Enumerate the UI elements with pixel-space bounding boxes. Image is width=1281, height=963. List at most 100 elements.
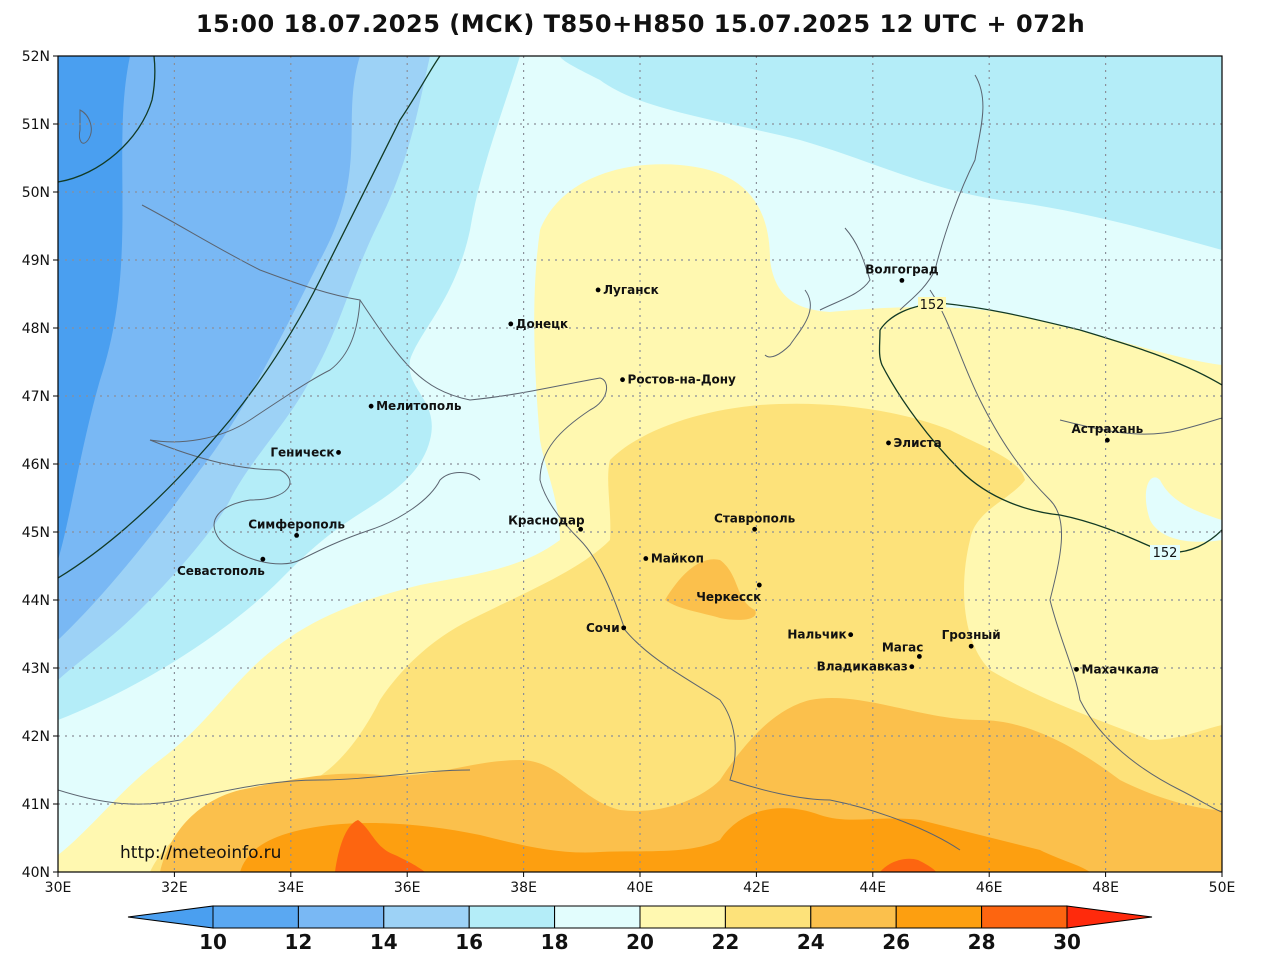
y-tick-label: 43N (22, 661, 50, 677)
city-dot (643, 556, 649, 561)
city-label: Мелитополь (376, 399, 462, 413)
y-tick-label: 47N (22, 389, 50, 405)
city-label: Волгоград (865, 262, 939, 276)
city-label: Элиста (894, 436, 942, 450)
colorbar-bin (895, 905, 983, 929)
colorbar-bin (468, 905, 556, 929)
city-dot (886, 440, 891, 446)
colorbar-label: 12 (284, 930, 312, 954)
colorbar-label: 28 (968, 930, 996, 954)
colorbar-bin (810, 905, 897, 929)
colorbar-bin (212, 905, 299, 929)
city-label: Краснодар (508, 513, 585, 527)
y-tick-label: 50N (22, 185, 50, 201)
field-28-30 (335, 820, 425, 872)
city-dot (1074, 666, 1079, 672)
city-label: Севастополь (177, 564, 265, 578)
city-markers: Луганск Донецк Ростов-на-Дону Мелитополь Ген… (177, 262, 1159, 676)
colorbar-label: 22 (711, 930, 739, 954)
y-tick-label: 40N (22, 865, 50, 881)
colorbar-bin (981, 905, 1068, 929)
y-tick-label: 45N (22, 525, 50, 541)
city-dot (595, 287, 601, 293)
city-label: Владикавказ (817, 660, 908, 674)
y-tick-label: 44N (22, 593, 50, 609)
colorbar-label: 24 (797, 930, 825, 954)
watermark: http://meteoinfo.ru (120, 843, 281, 863)
city-dot (621, 625, 627, 631)
city-label: Астрахань (1071, 422, 1143, 436)
isoline-label: 152 (1153, 546, 1178, 561)
city-label: Магас (882, 640, 924, 654)
city-label: Симферополь (248, 517, 345, 531)
y-tick-label: 49N (22, 253, 50, 269)
city-dot (848, 632, 854, 638)
map-frame (57, 55, 1223, 873)
city-dot (620, 377, 625, 383)
x-tick-label: 44E (859, 880, 886, 896)
city-dot (909, 664, 915, 670)
colorbar-bin (297, 905, 385, 929)
y-tick-label: 52N (22, 49, 50, 65)
field-28-30-east (880, 858, 936, 872)
x-tick-label: 48E (1092, 880, 1119, 896)
isoline-label-bg-1 (918, 297, 946, 311)
city-label: Черкесск (696, 590, 761, 604)
city-dot (899, 278, 905, 283)
colorbar: 10 12 14 16 18 20 22 24 26 28 30 (127, 905, 1153, 954)
colorbar-bin (639, 905, 726, 929)
colorbar-arrow-high (1066, 905, 1153, 929)
colorbar-bin (554, 905, 641, 929)
x-tick-label: 36E (394, 880, 421, 896)
x-tick-label: 30E (45, 880, 72, 896)
city-dot (968, 643, 974, 649)
colorbar-label: 10 (199, 930, 227, 954)
city-dot (294, 533, 300, 538)
city-label: Грозный (942, 628, 1001, 642)
city-dot (916, 654, 922, 659)
colorbar-bin (383, 905, 470, 929)
isoline-label: 152 (920, 298, 945, 313)
city-label: Нальчик (787, 628, 846, 642)
city-label: Донецк (516, 317, 568, 331)
y-tick-label: 48N (22, 321, 50, 337)
city-dot (368, 403, 374, 409)
colorbar-label: 16 (455, 930, 483, 954)
field-24-26-cherkessk (665, 559, 756, 620)
colorbar-bin (724, 905, 812, 929)
x-tick-label: 32E (161, 880, 188, 896)
x-tick-label: 50E (1209, 880, 1236, 896)
x-tick-label: 46E (976, 880, 1003, 896)
city-label: Луганск (603, 283, 659, 297)
city-dot (508, 321, 514, 327)
graticule (58, 56, 1222, 872)
y-tick-label: 42N (22, 729, 50, 745)
city-dot (1104, 437, 1110, 443)
coastlines (58, 74, 1222, 851)
city-label: Махачкала (1082, 662, 1159, 676)
city-label: Ростов-на-Дону (628, 373, 737, 387)
x-tick-label: 38E (510, 880, 537, 896)
colorbar-label: 26 (882, 930, 910, 954)
chart-title: 15:00 18.07.2025 (МСК) T850+H850 15.07.2… (195, 10, 1086, 38)
y-tick-label: 51N (22, 117, 50, 133)
city-dot (578, 526, 584, 532)
colorbar-label: 20 (626, 930, 654, 954)
colorbar-label: 30 (1053, 930, 1081, 954)
temperature-fields (58, 56, 1222, 872)
city-label: Майкоп (651, 552, 704, 566)
x-tick-label: 42E (743, 880, 770, 896)
city-dot (336, 450, 341, 455)
x-tick-label: 40E (627, 880, 654, 896)
city-label: Геническ (270, 445, 334, 459)
y-tick-label: 46N (22, 457, 50, 473)
city-dot (752, 526, 758, 532)
x-tick-label: 34E (277, 880, 304, 896)
colorbar-label: 18 (541, 930, 569, 954)
city-label: Сочи (586, 621, 620, 635)
colorbar-arrow-low (127, 905, 214, 929)
colorbar-label: 14 (370, 930, 398, 954)
axes: 30E 32E 34E 36E 38E 40E 42E 44E 46E 48E 50E 52N 51N 5… (22, 49, 1236, 896)
field-26-28 (240, 808, 1090, 872)
